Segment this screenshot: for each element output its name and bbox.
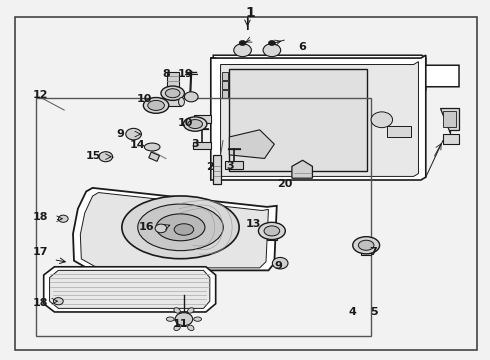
Circle shape xyxy=(175,313,193,325)
Text: 12: 12 xyxy=(33,90,49,100)
Text: 9: 9 xyxy=(274,261,282,271)
Ellipse shape xyxy=(264,226,280,236)
Polygon shape xyxy=(221,72,228,80)
Polygon shape xyxy=(361,245,371,255)
Circle shape xyxy=(239,41,246,45)
Ellipse shape xyxy=(188,325,194,330)
Circle shape xyxy=(53,298,63,305)
Polygon shape xyxy=(220,62,418,176)
Ellipse shape xyxy=(174,224,194,235)
Circle shape xyxy=(371,112,392,128)
Circle shape xyxy=(99,152,113,162)
Polygon shape xyxy=(80,193,269,268)
Text: 8: 8 xyxy=(162,69,170,79)
Polygon shape xyxy=(44,267,216,312)
Text: 20: 20 xyxy=(277,179,293,189)
Polygon shape xyxy=(441,108,459,134)
Polygon shape xyxy=(167,72,179,87)
Text: 13: 13 xyxy=(246,219,262,229)
Polygon shape xyxy=(443,111,456,127)
Text: 15: 15 xyxy=(86,150,101,161)
Circle shape xyxy=(126,129,142,140)
Ellipse shape xyxy=(174,325,180,330)
Ellipse shape xyxy=(161,86,184,100)
Polygon shape xyxy=(194,116,211,123)
Polygon shape xyxy=(221,81,228,89)
Text: 19: 19 xyxy=(177,69,193,79)
Text: 3: 3 xyxy=(192,139,199,149)
Ellipse shape xyxy=(145,143,160,151)
Circle shape xyxy=(272,257,288,269)
Text: 5: 5 xyxy=(370,307,378,317)
Ellipse shape xyxy=(174,308,180,313)
Text: 17: 17 xyxy=(33,247,49,257)
Polygon shape xyxy=(149,152,159,161)
Text: 16: 16 xyxy=(139,222,154,232)
Polygon shape xyxy=(213,155,220,184)
Text: 11: 11 xyxy=(173,319,188,329)
Text: 14: 14 xyxy=(130,140,146,150)
Circle shape xyxy=(234,44,251,57)
Text: 10: 10 xyxy=(178,118,193,128)
Text: 2: 2 xyxy=(206,162,214,172)
Ellipse shape xyxy=(358,240,374,250)
Polygon shape xyxy=(267,231,277,240)
Ellipse shape xyxy=(183,117,207,131)
Polygon shape xyxy=(225,161,243,168)
Text: 7: 7 xyxy=(369,247,377,257)
Ellipse shape xyxy=(353,237,380,254)
Circle shape xyxy=(155,224,167,233)
Text: 4: 4 xyxy=(348,307,356,317)
Polygon shape xyxy=(211,55,459,93)
Polygon shape xyxy=(443,134,459,144)
Polygon shape xyxy=(221,90,228,98)
Ellipse shape xyxy=(122,196,239,259)
Ellipse shape xyxy=(178,98,184,106)
Text: 18: 18 xyxy=(33,212,49,221)
Ellipse shape xyxy=(144,98,169,113)
Polygon shape xyxy=(292,160,313,178)
Polygon shape xyxy=(73,188,277,270)
Ellipse shape xyxy=(194,317,201,321)
Polygon shape xyxy=(387,126,411,137)
Ellipse shape xyxy=(188,120,202,129)
Circle shape xyxy=(184,92,198,102)
Text: 1: 1 xyxy=(245,6,255,20)
Polygon shape xyxy=(229,130,274,158)
Polygon shape xyxy=(211,55,426,180)
Circle shape xyxy=(58,215,68,222)
Ellipse shape xyxy=(156,214,205,241)
Polygon shape xyxy=(193,142,211,149)
Ellipse shape xyxy=(165,89,180,98)
Text: 18: 18 xyxy=(33,298,49,308)
Text: 9: 9 xyxy=(117,129,124,139)
Ellipse shape xyxy=(258,222,285,239)
Text: 3: 3 xyxy=(226,161,234,171)
Polygon shape xyxy=(229,69,367,171)
Ellipse shape xyxy=(166,317,174,321)
Text: 10: 10 xyxy=(137,94,152,104)
Circle shape xyxy=(269,41,275,45)
Ellipse shape xyxy=(148,100,164,111)
Polygon shape xyxy=(162,98,181,106)
Ellipse shape xyxy=(138,204,223,251)
Ellipse shape xyxy=(188,308,194,313)
Circle shape xyxy=(263,44,281,57)
Text: 6: 6 xyxy=(299,42,307,52)
Polygon shape xyxy=(49,270,210,309)
